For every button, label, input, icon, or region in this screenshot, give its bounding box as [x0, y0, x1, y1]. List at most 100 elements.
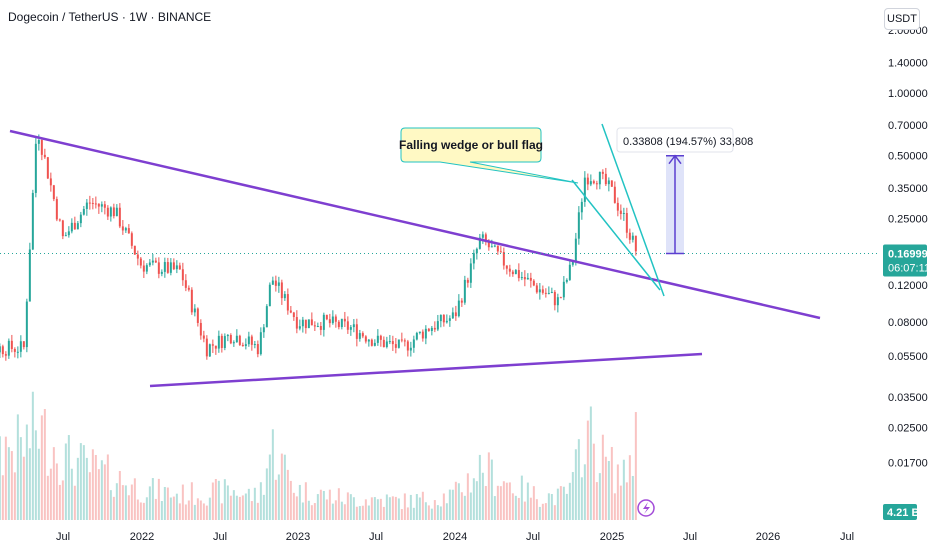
volume-bar [100, 460, 103, 520]
volume-bar [226, 485, 229, 520]
candle-body [16, 351, 19, 353]
x-tick-label: 2026 [756, 531, 780, 543]
candle-body [514, 270, 517, 275]
y-tick-label: 0.02500 [888, 422, 928, 434]
volume-bar [622, 459, 625, 520]
volume-bar [40, 415, 43, 520]
candle-body [580, 201, 583, 213]
volume-bar [211, 482, 214, 520]
volume-bar [361, 505, 364, 520]
candle-body [478, 237, 481, 249]
volume-bar [526, 482, 529, 520]
volume-bar [586, 420, 589, 520]
candle-body [475, 248, 478, 254]
symbol-title[interactable]: Dogecoin / TetherUS · 1W · BINANCE [8, 10, 212, 24]
candle-body [22, 341, 25, 348]
volume-bar [364, 499, 367, 520]
volume-bar [619, 485, 622, 520]
candle-body [373, 342, 376, 346]
candle-body [544, 292, 547, 294]
candle-body [619, 210, 622, 214]
volume-bar [625, 482, 628, 520]
volume-bar [142, 502, 145, 520]
candle-body [382, 339, 385, 348]
volume-bar [160, 500, 163, 520]
candle-body [157, 262, 160, 274]
candle-body [469, 263, 472, 283]
volume-bar [301, 502, 304, 520]
volume-bar [262, 494, 265, 520]
volume-bar [397, 498, 400, 520]
candle-body [274, 280, 277, 286]
candle-body [364, 336, 367, 342]
volume-bar [91, 449, 94, 520]
volume-bar [442, 493, 445, 520]
candle-body [145, 265, 148, 272]
candle-body [127, 228, 130, 234]
candle-body [196, 308, 199, 323]
candle-body [223, 336, 226, 348]
candle-body [523, 277, 526, 280]
candle-body [424, 328, 427, 339]
currency-button[interactable]: USDT [884, 8, 920, 30]
volume-bar [496, 485, 499, 520]
volume-bar [373, 497, 376, 520]
candle-body [340, 318, 343, 328]
volume-bar [559, 486, 562, 520]
volume-bar [436, 505, 439, 520]
volume-bar [439, 506, 442, 520]
candle-body [631, 235, 634, 240]
volume-label-bg [883, 504, 917, 520]
candle-body [166, 262, 169, 273]
volume-bar [109, 490, 112, 520]
volume-bar [28, 448, 31, 520]
candle-body [439, 314, 442, 322]
candle-body [280, 282, 283, 299]
volume-bar [379, 498, 382, 520]
candle-body [487, 242, 490, 248]
volume-bar [157, 478, 160, 520]
volume-bar [412, 507, 415, 520]
volume-bar [10, 451, 13, 520]
price-axis[interactable]: 2.000001.400001.000000.700000.500000.350… [883, 25, 930, 520]
volume-bar [265, 468, 268, 520]
volume-bar [490, 459, 493, 520]
volume-bar [271, 429, 274, 520]
volume-bar [400, 509, 403, 520]
volume-bar [544, 503, 547, 520]
volume-bar [241, 495, 244, 520]
volume-bar [25, 424, 28, 520]
candle-body [622, 213, 625, 215]
volume-bar [631, 475, 634, 520]
volume-bar [520, 475, 523, 520]
candle-body [634, 235, 637, 252]
volume-bar [448, 489, 451, 520]
volume-bar [508, 482, 511, 520]
candle-body [67, 231, 70, 236]
candle-body [355, 324, 358, 339]
candle-body [64, 235, 67, 237]
volume-bar [337, 488, 340, 520]
volume-bar [391, 496, 394, 520]
candle-body [520, 277, 523, 279]
candle-body [433, 327, 436, 330]
candle-body [253, 344, 256, 346]
candle-body [541, 289, 544, 293]
candle-body [283, 294, 286, 299]
candle-body [529, 277, 532, 281]
volume-bar [478, 454, 481, 520]
callout-label: Falling wedge or bull flag [399, 138, 543, 152]
candle-body [4, 354, 7, 356]
volume-bar [223, 479, 226, 520]
candle-body [85, 202, 88, 209]
candle-body [517, 270, 520, 279]
volume-bar [553, 505, 556, 520]
volume-bar [457, 483, 460, 520]
candle-body [121, 226, 124, 231]
volume-bar [55, 463, 58, 520]
volume-bar [202, 503, 205, 520]
time-axis[interactable]: Jul 2022 Jul 2023 Jul 2024 Jul 2025 Jul 2026 Jul [56, 531, 854, 543]
volume-bar [199, 500, 202, 520]
volume-bar [445, 503, 448, 520]
